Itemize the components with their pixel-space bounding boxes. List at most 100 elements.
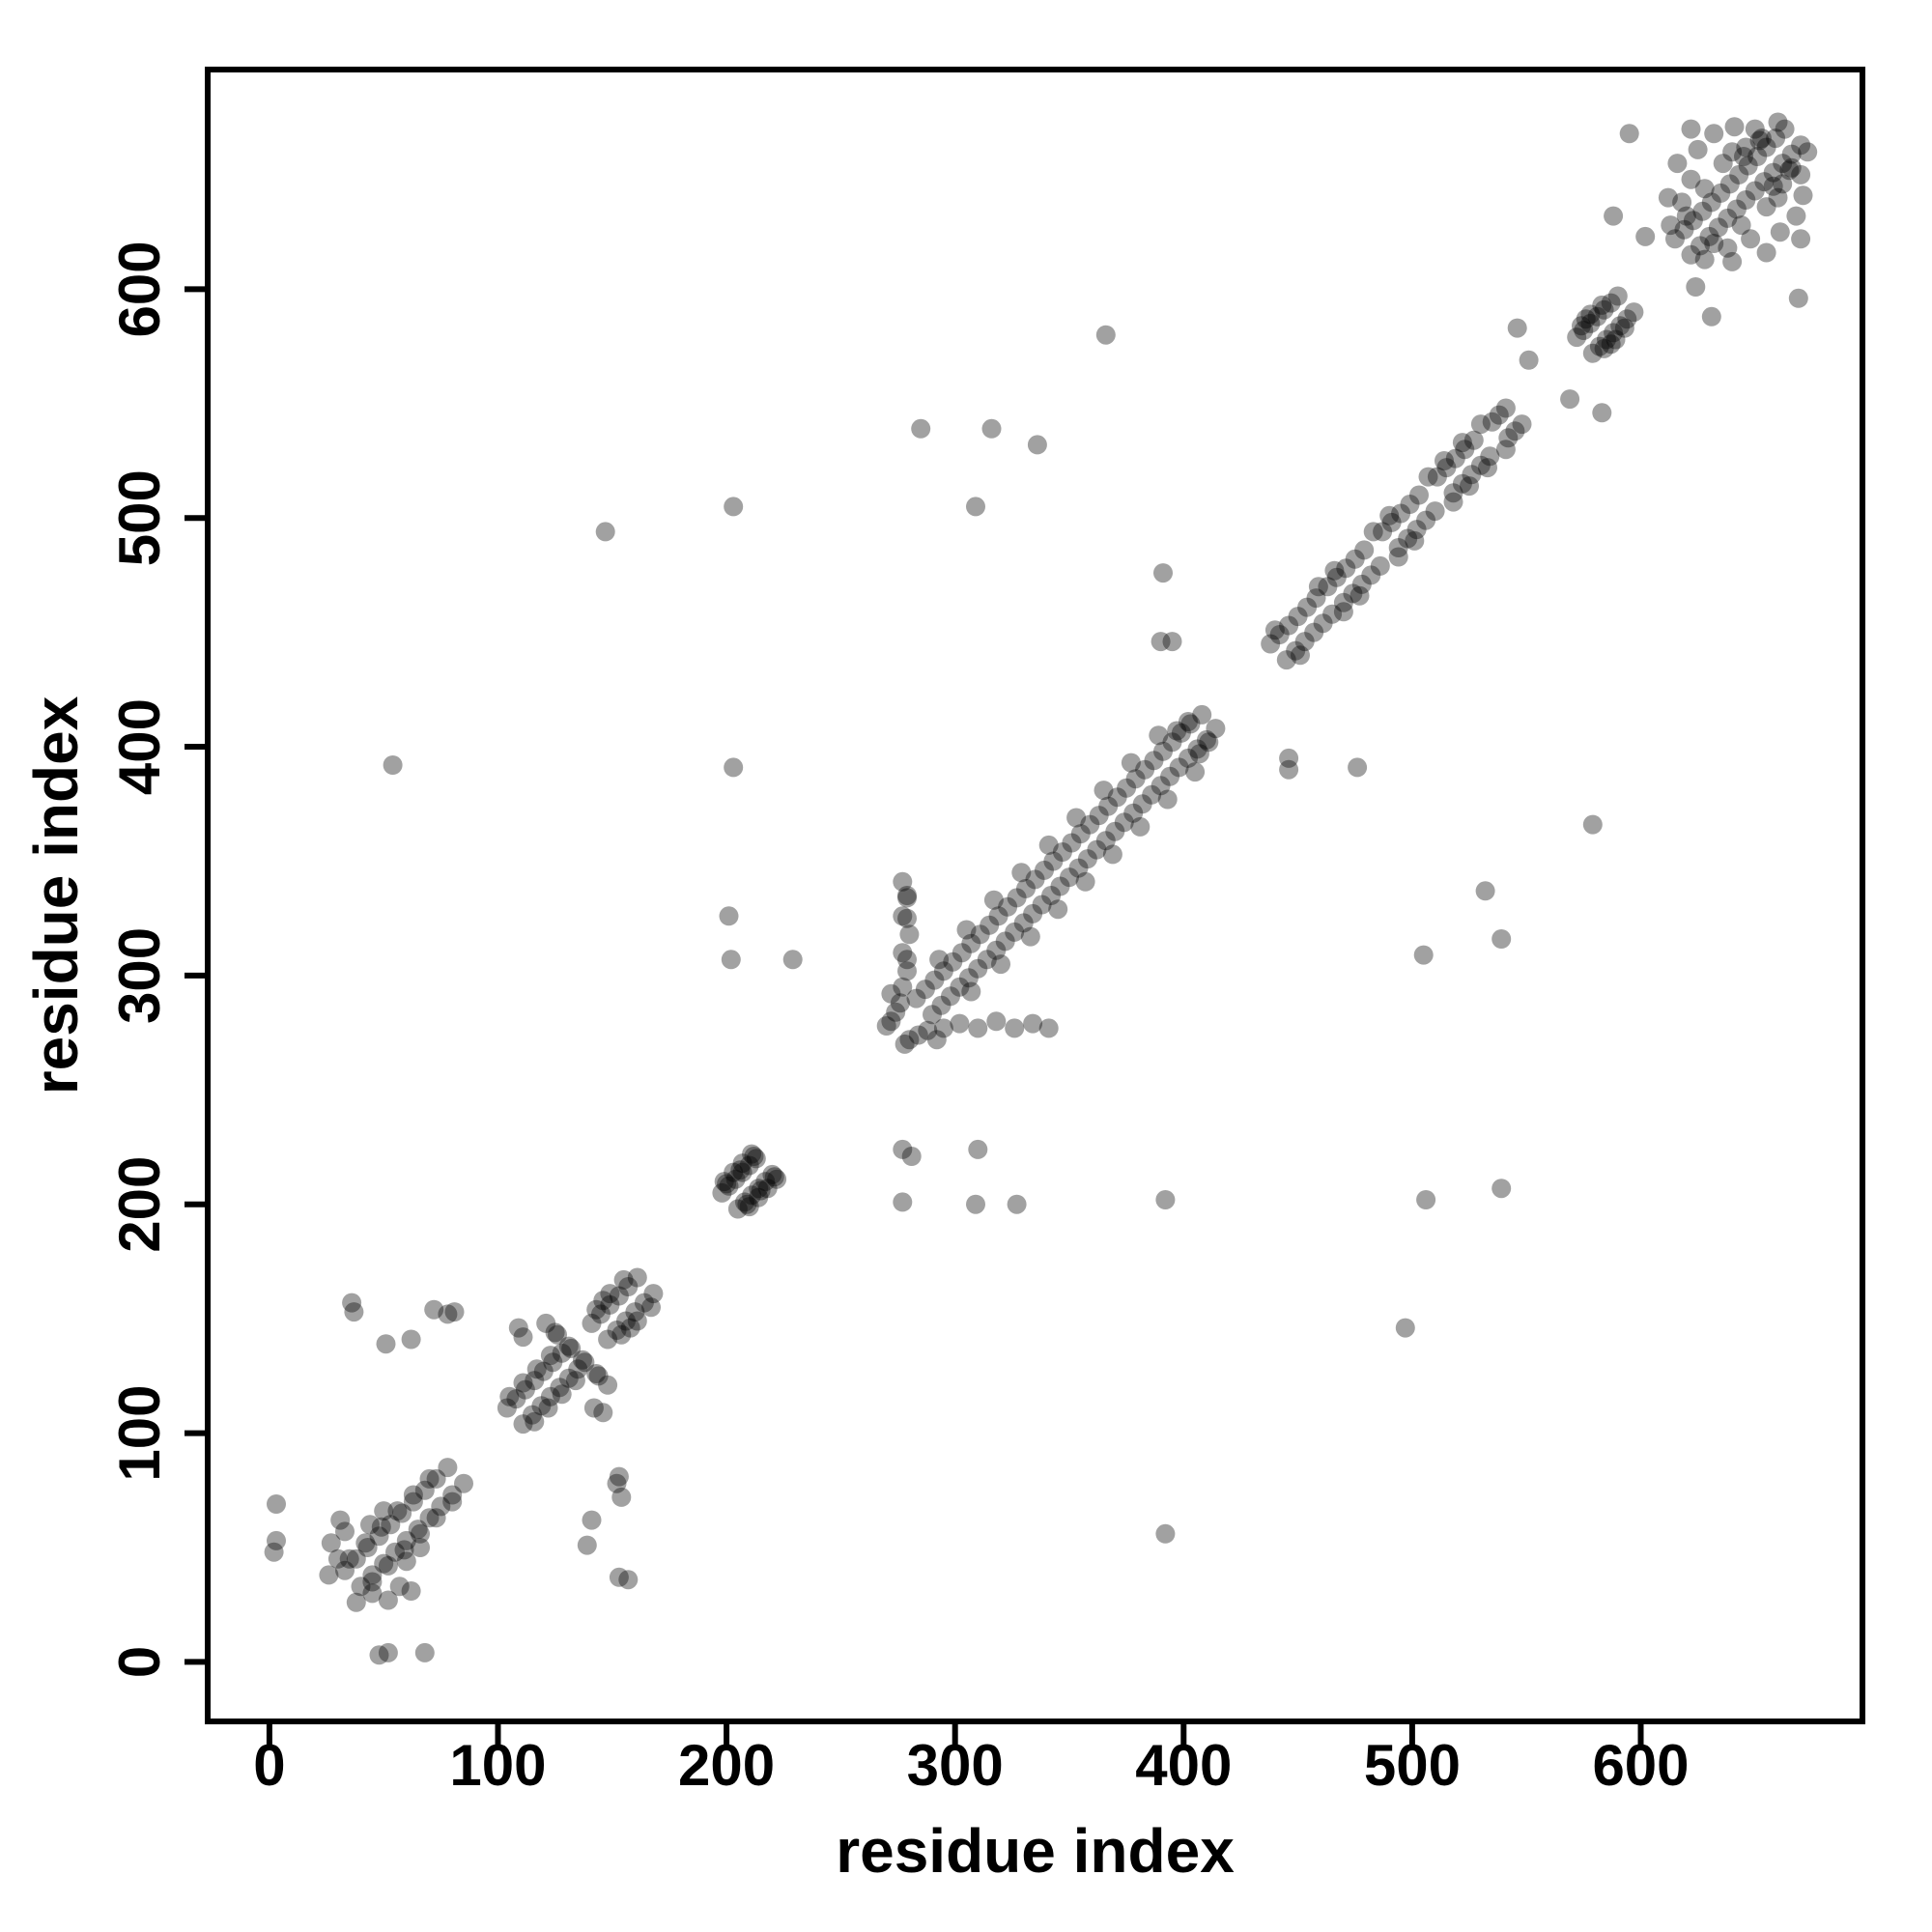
data-point (895, 1034, 915, 1054)
data-point (1167, 721, 1187, 741)
data-point (1416, 1190, 1436, 1209)
data-point (981, 418, 1002, 439)
data-point (980, 915, 1000, 935)
data-point (966, 497, 985, 517)
data-point (1032, 895, 1052, 915)
data-point (977, 950, 997, 970)
data-point (552, 1384, 572, 1405)
data-point (558, 1368, 579, 1388)
data-point (1333, 592, 1353, 612)
data-point (1672, 192, 1692, 213)
data-point (586, 1364, 607, 1383)
data-point (438, 1458, 458, 1478)
data-point (918, 1020, 938, 1040)
data-point (1180, 714, 1201, 734)
data-point (1089, 806, 1109, 826)
data-point (721, 950, 741, 970)
data-point (1151, 632, 1171, 652)
data-point (1169, 757, 1189, 778)
data-point (739, 1155, 759, 1176)
data-point (1594, 338, 1614, 358)
data-point (369, 1526, 389, 1547)
data-point (933, 1018, 953, 1038)
data-point (1291, 645, 1310, 666)
data-point (983, 890, 1004, 910)
data-point (1567, 327, 1587, 348)
data-point (1027, 435, 1047, 455)
data-point (583, 1398, 604, 1418)
data-point (751, 1180, 771, 1201)
y-axis: 0 100 200 300 400 500 600 (107, 241, 208, 1678)
data-point (886, 1002, 906, 1022)
data-point (952, 943, 972, 963)
data-point (1007, 1194, 1027, 1214)
data-point (970, 924, 990, 945)
data-point (394, 1540, 414, 1560)
data-point (1681, 119, 1701, 139)
data-point (1597, 329, 1616, 350)
data-point (264, 1542, 284, 1562)
data-point (330, 1510, 351, 1530)
data-point (1400, 495, 1420, 514)
data-point (1766, 128, 1786, 149)
data-point (1574, 321, 1594, 340)
data-point (1308, 577, 1328, 597)
data-point (355, 1533, 376, 1553)
data-point (1617, 309, 1637, 329)
data-point (1478, 458, 1497, 478)
data-point (1704, 124, 1724, 144)
data-point (1724, 117, 1745, 137)
x-tick-label: 0 (253, 1733, 285, 1798)
data-point (582, 1510, 602, 1530)
data-point (1080, 814, 1100, 835)
data-point (950, 977, 970, 997)
data-point (757, 1179, 778, 1199)
data-point (1155, 1523, 1176, 1544)
data-point (1142, 784, 1162, 805)
x-tick-label: 100 (449, 1733, 546, 1798)
data-point (1361, 565, 1381, 585)
data-point (1635, 226, 1656, 246)
y-axis-title: residue index (21, 696, 91, 1094)
data-point (1770, 222, 1790, 242)
data-point (513, 1327, 533, 1348)
data-point (1304, 622, 1324, 642)
data-point (897, 888, 917, 908)
data-point (267, 1530, 286, 1550)
data-point (1610, 316, 1631, 336)
data-point (1155, 1190, 1176, 1209)
data-point (1779, 160, 1800, 181)
data-point (1754, 172, 1775, 192)
data-point (1445, 448, 1465, 469)
data-point (1443, 492, 1463, 512)
data-point (1297, 597, 1318, 617)
data-point (1087, 839, 1107, 860)
data-point (986, 940, 1007, 960)
data-point (595, 522, 615, 542)
data-point (1395, 1318, 1415, 1338)
data-point (1791, 164, 1811, 185)
data-point (1345, 549, 1365, 569)
data-point (1756, 137, 1776, 157)
data-point (1773, 154, 1793, 174)
data-point (986, 1011, 1007, 1032)
data-point (742, 1185, 762, 1206)
data-point (1482, 412, 1502, 432)
data-point (588, 1366, 609, 1386)
data-point (1470, 455, 1491, 475)
data-point (1480, 446, 1500, 467)
data-point (998, 896, 1018, 917)
data-point (899, 1030, 920, 1050)
data-point (565, 1371, 585, 1391)
data-point (1686, 277, 1706, 297)
data-point (956, 920, 977, 940)
data-point (540, 1386, 560, 1406)
data-point (901, 1147, 922, 1166)
data-point (426, 1508, 446, 1528)
data-point (1351, 574, 1372, 594)
data-point (1775, 119, 1795, 139)
data-point (1388, 538, 1408, 557)
data-point (968, 1139, 988, 1159)
data-point (1604, 323, 1624, 343)
data-point (401, 1329, 421, 1350)
